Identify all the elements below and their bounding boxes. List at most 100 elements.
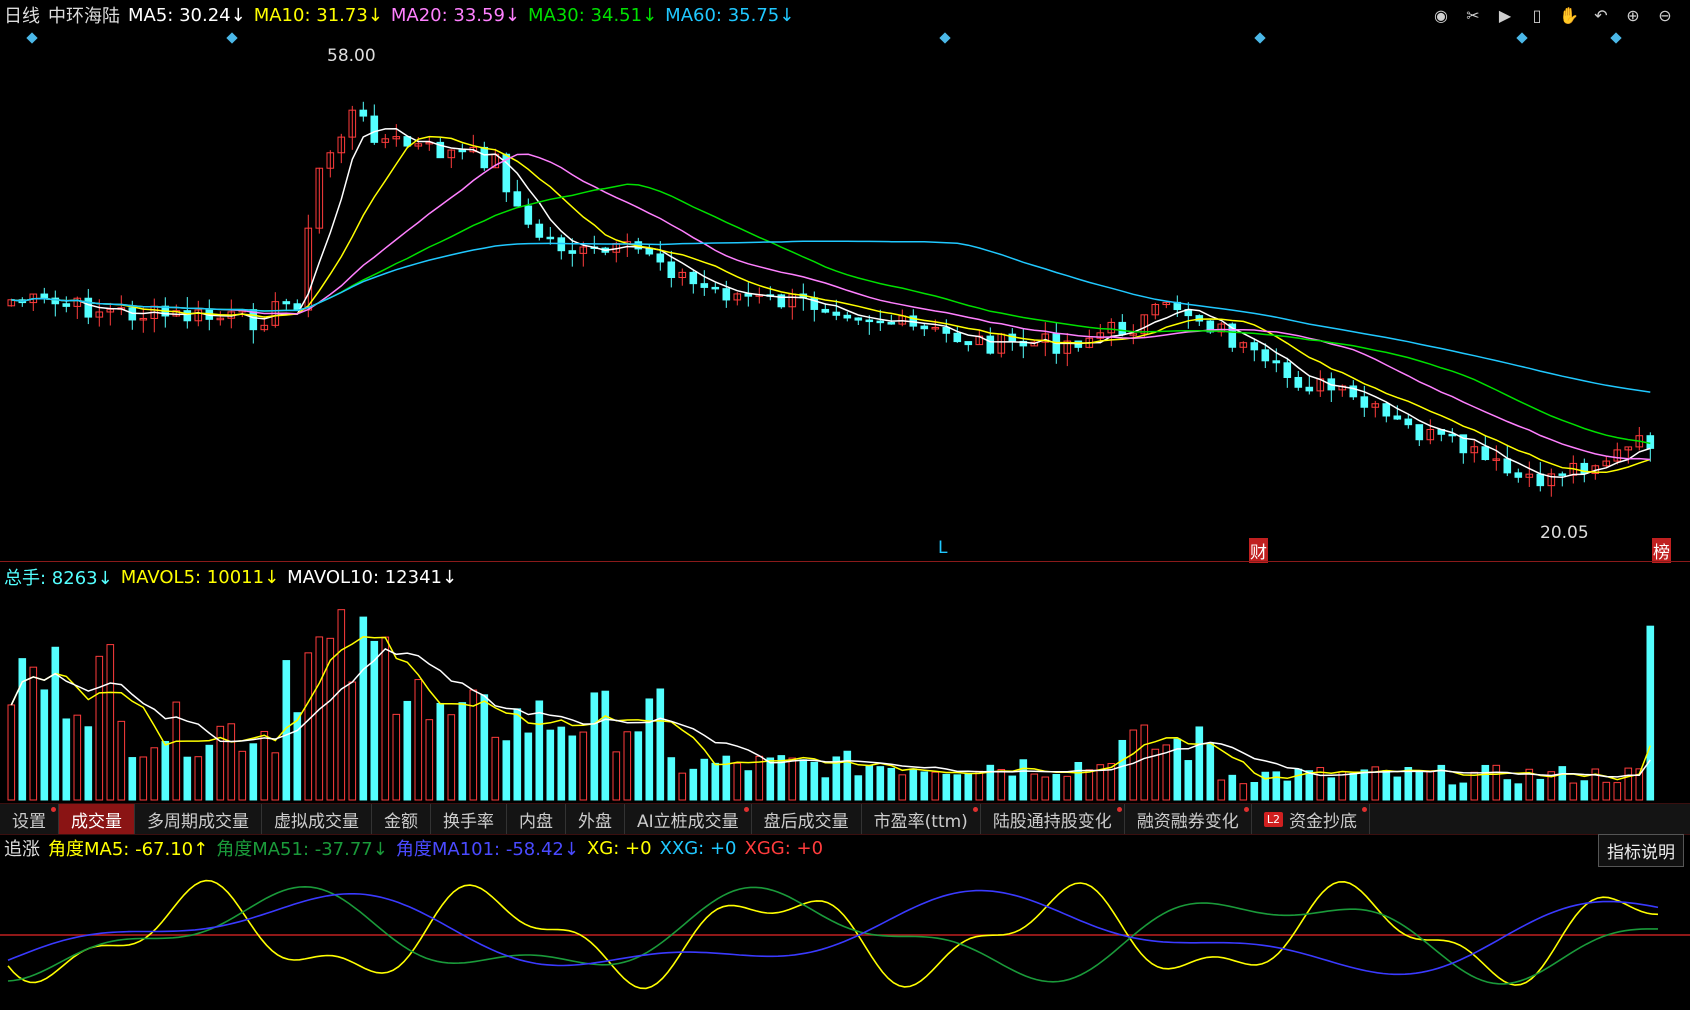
volume-bar — [656, 688, 665, 801]
volume-bar — [348, 681, 357, 801]
candle-body — [1250, 342, 1259, 351]
ma20-line — [11, 153, 1651, 461]
mavol5-line — [10, 636, 1652, 781]
volume-chart[interactable] — [0, 592, 1690, 802]
finance-marker[interactable]: 财 — [1249, 538, 1268, 563]
l-marker[interactable]: L — [938, 538, 948, 558]
candle-body — [480, 146, 489, 169]
indicator-explain-button[interactable]: 指标说明 — [1598, 834, 1684, 867]
tab-label: 虚拟成交量 — [274, 811, 359, 832]
volume-bar — [106, 644, 115, 801]
tab-9[interactable]: 盘后成交量 — [752, 804, 862, 834]
candlestick-chart[interactable] — [0, 30, 1690, 560]
volume-bar — [271, 752, 280, 801]
tab-0[interactable]: 设置 — [0, 804, 59, 834]
volume-bar — [678, 772, 687, 801]
volume-bar — [491, 736, 500, 801]
volume-bar — [1646, 625, 1655, 801]
volume-bar — [887, 767, 896, 801]
candle-body — [1206, 320, 1215, 333]
panel-divider — [0, 561, 1690, 562]
candle-body — [777, 294, 786, 308]
volume-bar — [876, 766, 885, 801]
scissors-icon[interactable]: ✂ — [1466, 5, 1480, 25]
tab-10[interactable]: 市盈率(ttm) — [862, 804, 981, 834]
candle-body — [1459, 434, 1468, 454]
volume-bar — [546, 729, 555, 801]
volume-bar — [1382, 770, 1391, 801]
main-chart-header: 日线 中环海陆 MA5: 30.24↓ MA10: 31.73↓ MA20: 3… — [0, 0, 802, 30]
volume-bar — [909, 768, 918, 801]
volume-bar — [953, 774, 962, 801]
volume-bar — [128, 757, 137, 801]
tab-label: 设置 — [12, 811, 46, 832]
candle-body — [1547, 473, 1556, 487]
volume-bar — [579, 731, 588, 801]
zoom-out-icon[interactable]: ⊖ — [1658, 5, 1672, 25]
candle-body — [1195, 315, 1204, 322]
hand-icon[interactable]: ✋ — [1559, 5, 1579, 25]
mavol10-line — [10, 647, 1651, 778]
volume-bar — [1151, 748, 1160, 801]
volume-bar — [1030, 773, 1039, 801]
tab-8[interactable]: AI立桩成交量 — [625, 804, 752, 834]
volume-bar — [227, 723, 236, 801]
volume-bar — [51, 646, 60, 801]
indicator-chart[interactable] — [0, 865, 1690, 1010]
eye-icon[interactable]: ◉ — [1434, 5, 1448, 25]
play-icon[interactable]: ▶ — [1498, 5, 1512, 25]
candle-body — [843, 314, 852, 319]
period-label[interactable]: 日线 — [4, 6, 40, 27]
candle-body — [1272, 360, 1281, 364]
undo-icon[interactable]: ↶ — [1594, 5, 1608, 25]
tab-13[interactable]: L2 资金抄底 — [1252, 804, 1370, 834]
volume-bar — [766, 757, 775, 801]
volume-bar — [1624, 767, 1633, 801]
candle-body — [1602, 460, 1611, 467]
tab-1[interactable]: 成交量 — [59, 804, 135, 834]
tab-2[interactable]: 多周期成交量 — [135, 804, 262, 834]
candle-body — [1151, 304, 1160, 316]
candle-body — [1558, 473, 1567, 476]
volume-bar — [249, 743, 258, 801]
volume-bar — [854, 775, 863, 801]
tab-6[interactable]: 内盘 — [507, 804, 566, 834]
tab-label: 换手率 — [443, 811, 494, 832]
volume-bar — [1613, 782, 1622, 801]
tab-label: 内盘 — [519, 811, 553, 832]
volume-bar — [1404, 767, 1413, 801]
tab-4[interactable]: 金额 — [372, 804, 431, 834]
volume-bar — [821, 777, 830, 801]
tab-label: 成交量 — [71, 811, 122, 832]
volume-bar — [1635, 768, 1644, 801]
rank-marker[interactable]: 榜 — [1652, 538, 1671, 563]
candle-body — [73, 297, 82, 307]
xgg-value: XGG: +0 — [744, 837, 824, 859]
indicator-header: 追涨 角度MA5: -67.10↑ 角度MA51: -37.77↓ 角度MA10… — [0, 833, 831, 863]
tab-11[interactable]: 陆股通持股变化 — [981, 804, 1125, 834]
volume-bar — [535, 700, 544, 801]
candle-body — [700, 283, 709, 288]
volume-bar — [1591, 768, 1600, 801]
volume-bar — [1184, 760, 1193, 801]
volume-bar — [1096, 764, 1105, 801]
candle-body — [7, 299, 16, 307]
tab-5[interactable]: 换手率 — [431, 804, 507, 834]
volume-bar — [1206, 743, 1215, 801]
tab-dot — [51, 807, 56, 812]
ma60-value: MA60: 35.75↓ — [665, 4, 795, 26]
volume-bar — [1349, 772, 1358, 801]
volume-bar — [1437, 764, 1446, 801]
candle-body — [964, 341, 973, 346]
tab-label: 多周期成交量 — [147, 811, 249, 832]
candle-body — [436, 141, 445, 159]
tab-7[interactable]: 外盘 — [566, 804, 625, 834]
lock-icon[interactable]: ▯ — [1532, 5, 1542, 25]
tab-3[interactable]: 虚拟成交量 — [262, 804, 372, 834]
total-volume: 总手: 8263↓ — [4, 568, 113, 589]
candle-body — [1415, 424, 1424, 441]
volume-bar — [447, 714, 456, 801]
volume-bar — [381, 636, 390, 801]
tab-12[interactable]: 融资融券变化 — [1125, 804, 1252, 834]
zoom-in-icon[interactable]: ⊕ — [1626, 5, 1640, 25]
